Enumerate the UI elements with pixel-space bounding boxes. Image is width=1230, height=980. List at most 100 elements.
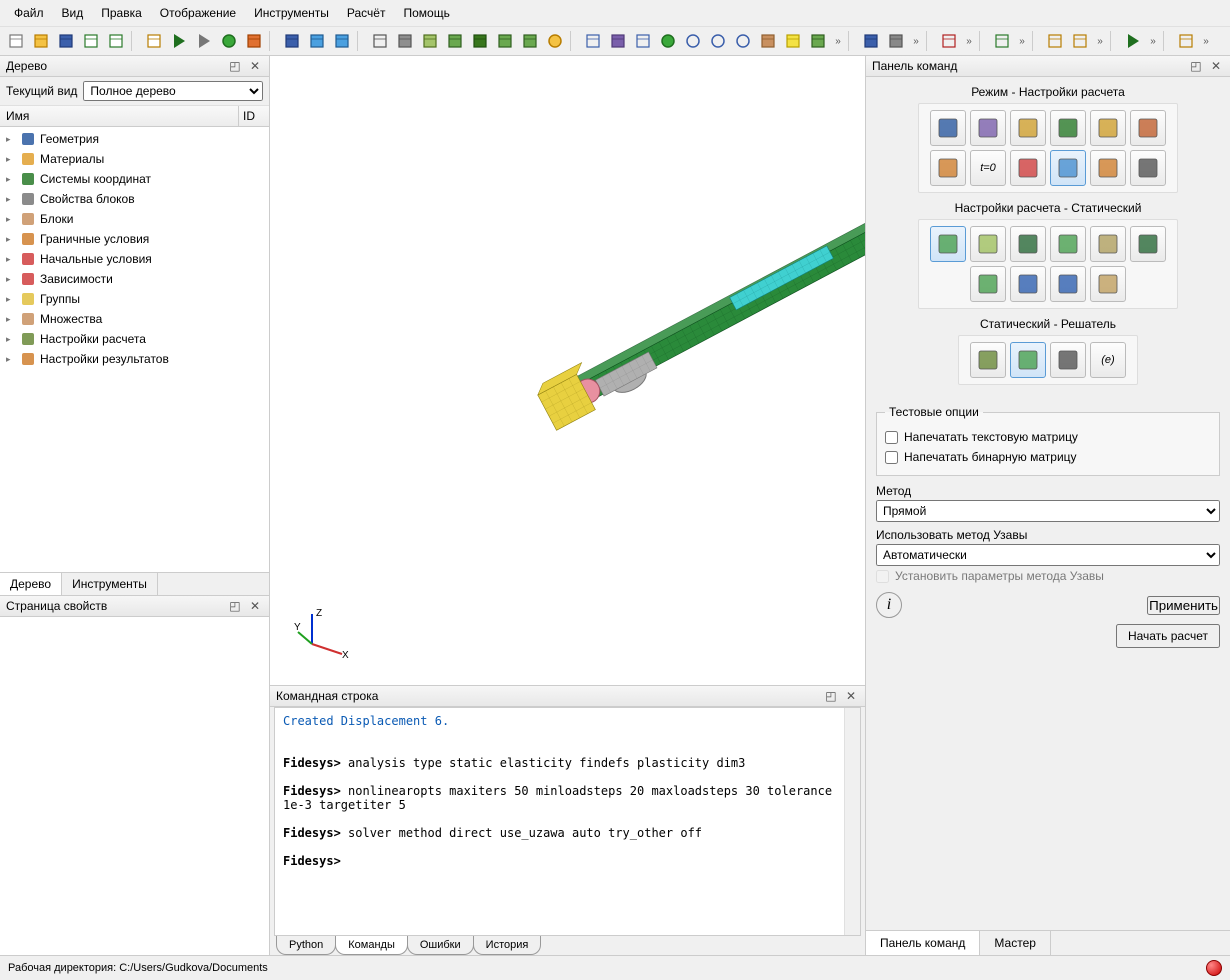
- rotate-icon[interactable]: [280, 29, 304, 53]
- cube-green1-icon[interactable]: [418, 29, 442, 53]
- mesh-icon[interactable]: [970, 110, 1006, 146]
- tree-col-id[interactable]: ID: [239, 106, 269, 126]
- close-icon[interactable]: ✕: [843, 689, 859, 703]
- menu-Помощь[interactable]: Помощь: [395, 3, 457, 23]
- run-icon[interactable]: [167, 29, 191, 53]
- tree-item[interactable]: ▸Системы координат: [0, 169, 269, 189]
- current-view-select[interactable]: Полное дерево: [83, 81, 263, 101]
- undock-icon[interactable]: ◰: [226, 59, 243, 73]
- new-icon[interactable]: [4, 29, 28, 53]
- globe-icon[interactable]: [1050, 266, 1086, 302]
- chk-text-matrix-input[interactable]: [885, 431, 898, 444]
- cmd-body[interactable]: Created Displacement 6. Fidesys> analysi…: [274, 707, 861, 936]
- close-icon[interactable]: ✕: [247, 599, 263, 613]
- toolbar-overflow[interactable]: »: [962, 36, 976, 47]
- tree-item[interactable]: ▸Настройки результатов: [0, 349, 269, 369]
- tree-item[interactable]: ▸Начальные условия: [0, 249, 269, 269]
- logo-icon[interactable]: [1010, 266, 1046, 302]
- link3-icon[interactable]: [1090, 266, 1126, 302]
- cube-green2-icon[interactable]: [443, 29, 467, 53]
- right-tab[interactable]: Мастер: [980, 931, 1051, 955]
- cmd-tab[interactable]: Ошибки: [407, 936, 474, 955]
- redo-icon[interactable]: [330, 29, 354, 53]
- close-icon[interactable]: ✕: [1208, 59, 1224, 73]
- toolbar-overflow[interactable]: »: [909, 36, 923, 47]
- apply-button[interactable]: Применить: [1147, 596, 1220, 615]
- cmd-tab[interactable]: История: [473, 936, 542, 955]
- tree-item[interactable]: ▸Материалы: [0, 149, 269, 169]
- link-icon[interactable]: [1043, 29, 1067, 53]
- table-icon[interactable]: [1050, 150, 1086, 186]
- cube3-icon[interactable]: [970, 266, 1006, 302]
- box-brown-icon[interactable]: [756, 29, 780, 53]
- undock-icon[interactable]: ◰: [226, 599, 243, 613]
- menu-Отображение[interactable]: Отображение: [152, 3, 244, 23]
- script-icon[interactable]: [142, 29, 166, 53]
- wrench-icon[interactable]: [1010, 110, 1046, 146]
- axes3-icon[interactable]: [1050, 110, 1086, 146]
- tree-item[interactable]: ▸Геометрия: [0, 129, 269, 149]
- menu-Расчёт[interactable]: Расчёт: [339, 3, 394, 23]
- menu-Инструменты[interactable]: Инструменты: [246, 3, 337, 23]
- cube-purple-icon[interactable]: [606, 29, 630, 53]
- menu-Правка[interactable]: Правка: [93, 3, 150, 23]
- tree-item[interactable]: ▸Свойства блоков: [0, 189, 269, 209]
- menu-Вид[interactable]: Вид: [54, 3, 92, 23]
- right-tab[interactable]: Панель команд: [866, 931, 980, 955]
- zoom-in-icon[interactable]: [681, 29, 705, 53]
- toolbar-overflow[interactable]: »: [1093, 36, 1107, 47]
- refresh-icon[interactable]: [656, 29, 680, 53]
- cube-green3-icon[interactable]: [468, 29, 492, 53]
- export-icon[interactable]: [104, 29, 128, 53]
- undock-icon[interactable]: ◰: [822, 689, 839, 703]
- beam1-icon[interactable]: [930, 150, 966, 186]
- tree-item[interactable]: ▸Группы: [0, 289, 269, 309]
- cmd-tab[interactable]: Python: [276, 936, 336, 955]
- circle-dot-icon[interactable]: [543, 29, 567, 53]
- zoom-fit-icon[interactable]: [731, 29, 755, 53]
- gear-icon[interactable]: [884, 29, 908, 53]
- toolbar-overflow[interactable]: »: [831, 36, 845, 47]
- tree-item[interactable]: ▸Настройки расчета: [0, 329, 269, 349]
- link2-icon[interactable]: [970, 226, 1006, 262]
- cube-wire-icon[interactable]: [368, 29, 392, 53]
- curve-icon[interactable]: [1010, 150, 1046, 186]
- method-select[interactable]: Прямой: [876, 500, 1220, 522]
- wave4-icon[interactable]: [1130, 226, 1166, 262]
- toolbar-overflow[interactable]: »: [1015, 36, 1029, 47]
- run-id-icon[interactable]: [192, 29, 216, 53]
- save-as-icon[interactable]: [79, 29, 103, 53]
- undock-icon[interactable]: ◰: [1187, 59, 1204, 73]
- stop-icon[interactable]: [1206, 960, 1222, 976]
- tune-icon[interactable]: [1050, 342, 1086, 378]
- arrow-down-icon[interactable]: [990, 29, 1014, 53]
- chk-binary-matrix-input[interactable]: [885, 451, 898, 464]
- start-calc-button[interactable]: Начать расчет: [1116, 624, 1220, 648]
- static-icon[interactable]: [930, 226, 966, 262]
- palette-icon[interactable]: [242, 29, 266, 53]
- info-icon[interactable]: i: [876, 592, 902, 618]
- search-icon[interactable]: [1130, 150, 1166, 186]
- toolbar-overflow[interactable]: »: [1146, 36, 1160, 47]
- chk-binary-matrix[interactable]: Напечатать бинарную матрицу: [885, 447, 1211, 467]
- shape-sphere-icon[interactable]: [930, 110, 966, 146]
- chk-text-matrix[interactable]: Напечатать текстовую матрицу: [885, 427, 1211, 447]
- menu-Файл[interactable]: Файл: [6, 3, 52, 23]
- matrix-icon[interactable]: [1010, 342, 1046, 378]
- undo-icon[interactable]: [305, 29, 329, 53]
- plus-icon[interactable]: [937, 29, 961, 53]
- axis-z-icon[interactable]: [1174, 29, 1198, 53]
- ruler-icon[interactable]: [781, 29, 805, 53]
- cube-shade-icon[interactable]: [393, 29, 417, 53]
- grid4-icon[interactable]: [1130, 110, 1166, 146]
- cube-multi-icon[interactable]: [518, 29, 542, 53]
- unlink-icon[interactable]: [1068, 29, 1092, 53]
- mesh2-icon[interactable]: [1090, 110, 1126, 146]
- tree-item[interactable]: ▸Зависимости: [0, 269, 269, 289]
- open-icon[interactable]: [29, 29, 53, 53]
- viewport-3d[interactable]: Z X Y: [270, 56, 865, 685]
- select-box-icon[interactable]: [631, 29, 655, 53]
- tree-item[interactable]: ▸Блоки: [0, 209, 269, 229]
- uzawa-select[interactable]: Автоматически: [876, 544, 1220, 566]
- toolbar-overflow[interactable]: »: [1199, 36, 1213, 47]
